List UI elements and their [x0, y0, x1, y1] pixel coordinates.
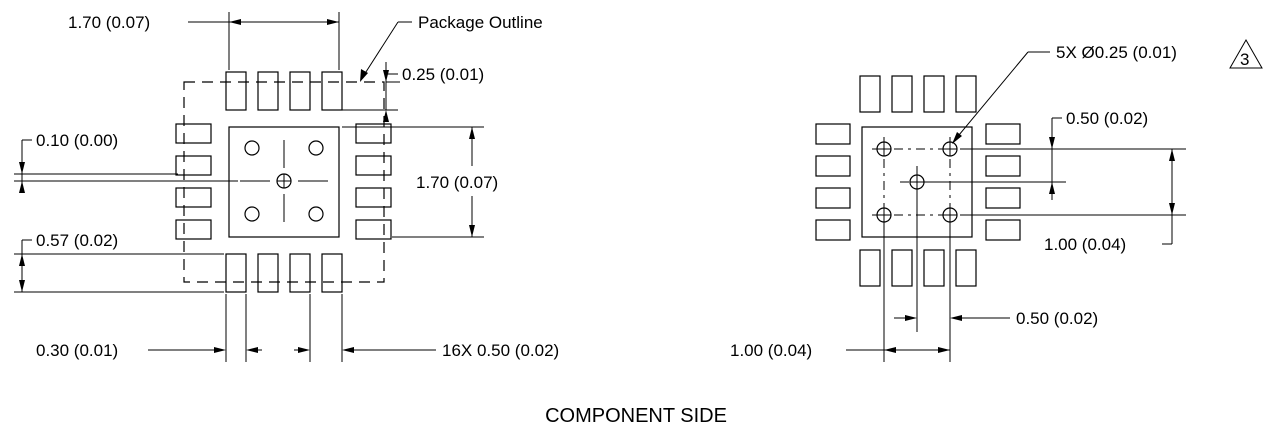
- left-side-pads: [175, 123, 212, 240]
- dim-small-offset: [14, 139, 178, 193]
- right-bottom-pads: [859, 249, 977, 287]
- dim-height-label: 1.70 (0.07): [416, 173, 498, 192]
- right-view: 5X Ø0.25 (0.01) 3 0.50 (0.02) 1.00 (0.04…: [730, 38, 1263, 362]
- hole-leader: [952, 51, 1050, 144]
- right-extension-lines-vert: [883, 189, 951, 362]
- note-number: 3: [1240, 50, 1249, 69]
- right-view-left-pads: [815, 123, 851, 241]
- dim-horiz-large-label: 1.00 (0.04): [730, 341, 812, 360]
- package-outline-leader: [360, 21, 412, 82]
- dim-outline-offset-label: 0.25 (0.01): [402, 65, 484, 84]
- dim-hole-label: 5X Ø0.25 (0.01): [1056, 43, 1177, 62]
- dim-bottom-offset: [14, 239, 224, 293]
- dim-pitch-label: 16X 0.50 (0.02): [442, 341, 559, 360]
- dim-horiz-small-label: 0.50 (0.02): [1016, 309, 1098, 328]
- dim-outline-offset: [342, 62, 400, 122]
- dim-bottom-offset-label: 0.57 (0.02): [36, 231, 118, 250]
- left-center-lines: [14, 140, 328, 222]
- dim-top-width-label: 1.70 (0.07): [68, 13, 150, 32]
- right-top-pads: [859, 75, 977, 113]
- dim-pad-width-label: 0.30 (0.01): [36, 341, 118, 360]
- right-side-pads: [355, 123, 392, 240]
- dim-vert-large: [1162, 149, 1175, 245]
- right-view-right-pads: [985, 123, 1021, 241]
- right-holes: [876, 141, 958, 223]
- dim-vert-large-label: 1.00 (0.04): [1044, 235, 1126, 254]
- dim-top-width: [188, 12, 340, 70]
- dim-horiz-small: [894, 315, 1010, 321]
- dim-horiz-large: [846, 347, 950, 353]
- package-outline-label: Package Outline: [418, 13, 543, 32]
- dim-height: [342, 126, 484, 238]
- left-bottom-pads: [225, 253, 343, 293]
- right-extension-lines-horiz: [928, 148, 1186, 216]
- left-view: 1.70 (0.07) Package Outline 0.25 (0.01): [14, 12, 559, 362]
- left-top-pads: [225, 71, 343, 111]
- note-triangle: [1229, 38, 1263, 69]
- caption: COMPONENT SIDE: [545, 405, 727, 427]
- dim-pad-width: [148, 347, 262, 353]
- left-holes: [244, 140, 324, 222]
- left-body: [228, 126, 340, 238]
- dim-vert-small: [1049, 117, 1062, 200]
- dim-vert-small-label: 0.50 (0.02): [1066, 109, 1148, 128]
- bottom-extension-lines: [225, 294, 343, 362]
- dim-small-offset-label: 0.10 (0.00): [36, 131, 118, 150]
- package-outline-dashed: [183, 81, 385, 283]
- dim-pitch: [294, 347, 436, 353]
